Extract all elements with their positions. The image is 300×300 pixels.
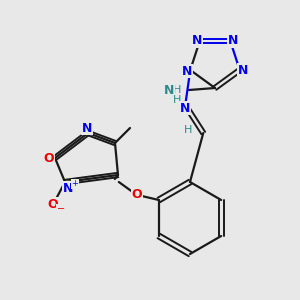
Text: N: N bbox=[182, 64, 193, 77]
Text: H: H bbox=[184, 125, 193, 135]
Text: −: − bbox=[57, 204, 65, 214]
Text: O: O bbox=[44, 152, 54, 164]
Text: N: N bbox=[164, 83, 174, 97]
Text: N: N bbox=[180, 101, 190, 115]
Text: N: N bbox=[191, 34, 202, 47]
Text: N: N bbox=[228, 34, 238, 47]
Text: N: N bbox=[238, 64, 248, 76]
Text: N: N bbox=[63, 182, 73, 194]
Text: H: H bbox=[173, 95, 181, 105]
Text: +: + bbox=[72, 179, 78, 188]
Text: N: N bbox=[82, 122, 92, 134]
Text: O: O bbox=[131, 188, 142, 202]
Text: H: H bbox=[173, 85, 181, 95]
Text: O: O bbox=[48, 197, 58, 211]
